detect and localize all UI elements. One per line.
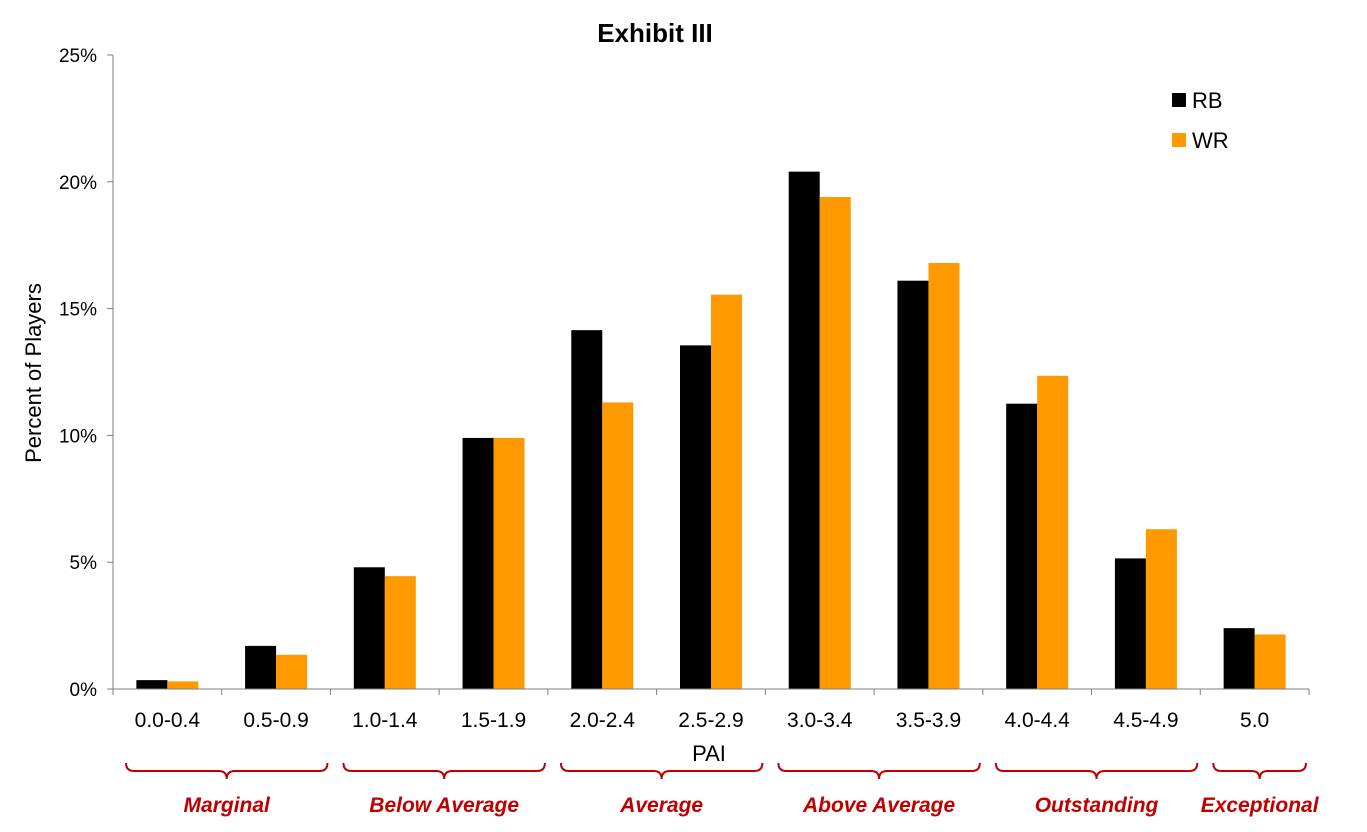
group-brace [342, 762, 546, 780]
group-label: Outstanding [1035, 794, 1159, 817]
bar-rb-1.5-1.9 [462, 437, 494, 689]
x-tick-label: 1.0-1.4 [352, 709, 418, 732]
bar-rb-3.0-3.4 [788, 171, 820, 689]
bar-wr-2.5-2.9 [711, 294, 742, 689]
bar-rb-2.0-2.4 [571, 330, 603, 689]
group-label: Above Average [802, 794, 955, 817]
bar-wr-1.0-1.4 [384, 576, 416, 689]
x-tick-label: 0.0-0.4 [135, 709, 201, 732]
bar-wr-1.5-1.9 [493, 437, 525, 689]
bar-rb-3.5-3.9 [897, 280, 929, 689]
group-brace [559, 762, 764, 780]
group-brace [777, 762, 981, 780]
x-tick-label: 1.5-1.9 [461, 709, 526, 732]
bar-wr-5.0 [1254, 634, 1286, 689]
group-label: Below Average [369, 794, 519, 817]
bar-rb-1.0-1.4 [353, 567, 385, 689]
bar-rb-0.0-0.4 [136, 680, 168, 689]
pai-groups: Marginal Below Average Average Above Averag… [125, 762, 1320, 817]
bar-wr-3.5-3.9 [928, 262, 960, 689]
x-tick-label: 4.0-4.4 [1004, 709, 1070, 732]
x-tick-label: 3.0-3.4 [787, 709, 853, 732]
x-tick-label: 3.5-3.9 [896, 709, 961, 732]
group-brace [125, 762, 329, 780]
group-brace [994, 762, 1199, 780]
legend-swatch-rb [1172, 93, 1186, 107]
y-tick-label: 0% [70, 680, 98, 701]
bar-rb-2.5-2.9 [680, 345, 711, 689]
x-tick-label: 4.5-4.9 [1113, 709, 1178, 732]
group-label: Exceptional [1201, 794, 1320, 817]
y-axis-label: Percent of Players [21, 283, 46, 463]
chart-title: Exhibit III [597, 18, 713, 48]
x-tick-label: 5.0 [1240, 709, 1269, 732]
y-tick-label: 15% [59, 300, 97, 321]
x-axis-label: PAI [692, 741, 726, 766]
legend-swatch-wr [1172, 133, 1186, 147]
group-brace [1212, 762, 1307, 780]
y-tick-label: 20% [59, 173, 97, 194]
bar-wr-2.0-2.4 [602, 402, 634, 689]
y-tick-label: 25% [59, 46, 97, 67]
x-tick-label: 2.0-2.4 [570, 709, 636, 732]
bars-group [136, 171, 1286, 690]
x-axis: 0.0-0.4 0.5-0.9 1.0-1.4 1.5-1.9 2.0-2.4 2.5-2… [112, 688, 1310, 732]
y-tick-label: 10% [59, 426, 97, 447]
bar-wr-0.0-0.4 [167, 681, 199, 689]
bar-rb-5.0 [1223, 628, 1255, 689]
x-tick-label: 0.5-0.9 [243, 709, 308, 732]
bar-wr-0.5-0.9 [276, 654, 308, 689]
group-label: Average [619, 794, 703, 817]
y-tick-label: 5% [70, 553, 98, 574]
x-tick-label: 2.5-2.9 [678, 709, 743, 732]
legend: RB WR [1172, 88, 1229, 153]
legend-label-wr: WR [1192, 128, 1229, 153]
bar-rb-4.5-4.9 [1114, 558, 1146, 689]
group-label: Marginal [184, 794, 272, 817]
y-axis: 0% 5% 10% 15% 20% 25% [59, 46, 114, 701]
bar-rb-0.5-0.9 [245, 645, 277, 689]
bar-wr-4.5-4.9 [1145, 529, 1177, 689]
bar-wr-3.0-3.4 [819, 197, 851, 690]
legend-label-rb: RB [1192, 88, 1223, 113]
bar-rb-4.0-4.4 [1006, 403, 1038, 689]
bar-wr-4.0-4.4 [1037, 375, 1069, 689]
